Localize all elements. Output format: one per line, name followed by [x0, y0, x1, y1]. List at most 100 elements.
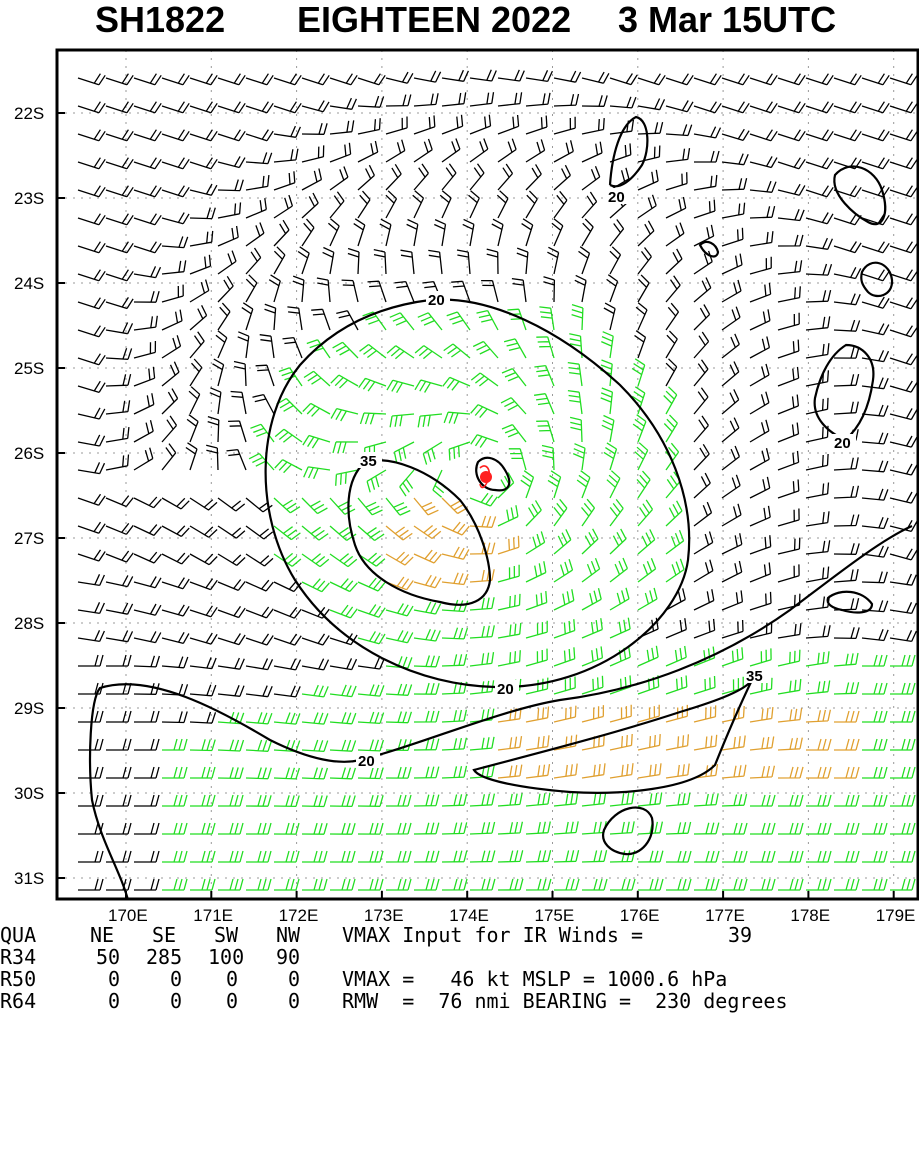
wind-barb: [106, 654, 132, 667]
storm-name: EIGHTEEN 2022: [297, 0, 572, 40]
wind-barb: [134, 878, 160, 891]
wind-barb: [357, 140, 379, 163]
wind-barb: [750, 794, 776, 807]
wind-barb: [469, 793, 496, 807]
wind-barb: [834, 766, 860, 779]
wind-barb: [413, 138, 433, 163]
wind-barb: [301, 497, 328, 515]
wind-barb: [525, 139, 546, 163]
wind-barb: [582, 878, 608, 891]
wind-barb: [274, 459, 303, 474]
wind-barb: [133, 631, 162, 644]
wind-barb: [292, 275, 305, 303]
wind-barb: [581, 218, 594, 247]
wind-barb: [217, 156, 246, 169]
wind-barb: [162, 738, 188, 751]
wind-barb: [106, 822, 132, 835]
wind-barb: [441, 878, 468, 891]
wind-barb: [189, 254, 212, 275]
wind-barb: [805, 212, 834, 225]
wind-barb: [609, 675, 632, 695]
wind-barb: [693, 531, 714, 555]
wind-barb: [245, 525, 274, 540]
wind-barb: [603, 442, 618, 471]
lat-tick-label: 28S: [14, 614, 44, 633]
wind-barb: [357, 739, 385, 752]
wind-barb: [693, 331, 710, 359]
wind-barb: [665, 529, 685, 555]
wind-barb: [301, 218, 315, 247]
wind-barb: [497, 163, 514, 191]
wind-barb: [833, 543, 860, 555]
wind-barb: [190, 822, 216, 835]
wind-barb: [189, 129, 218, 142]
wind-barb: [721, 101, 750, 114]
wind-barb: [721, 333, 740, 359]
wind-barb: [722, 822, 748, 835]
wind-barb: [525, 92, 551, 107]
wind-barb: [632, 414, 647, 443]
wind-barb: [133, 241, 162, 254]
wind-barb: [412, 190, 425, 219]
wind-barb: [889, 297, 918, 310]
wind-barb: [889, 73, 918, 86]
wind-barb: [413, 93, 439, 107]
wind-barb: [581, 646, 604, 667]
contour-label: 35: [746, 668, 763, 685]
wind-barb: [358, 850, 384, 863]
wind-barb: [469, 625, 495, 639]
wind-barb: [501, 368, 527, 387]
wind-barb: [347, 247, 360, 275]
wind-barb: [721, 533, 743, 555]
wind-barb: [749, 282, 772, 303]
wind-barb: [106, 850, 132, 863]
wind-barb: [161, 361, 180, 387]
wind-barb: [834, 738, 860, 751]
wind-barb: [569, 333, 583, 359]
wind-barb: [400, 249, 415, 275]
wind-barb: [133, 655, 161, 668]
wind-barb: [329, 525, 357, 541]
wind-barb: [133, 266, 162, 279]
wind-barb: [721, 647, 744, 667]
wind-barb: [553, 70, 582, 83]
wind-barb: [469, 163, 485, 191]
wind-barb: [329, 553, 358, 568]
wind-barb: [693, 101, 722, 114]
wind-barb: [443, 411, 471, 424]
wind-barb: [778, 822, 804, 835]
wind-barb: [637, 194, 657, 219]
lat-tick-label: 26S: [14, 444, 44, 463]
wind-barb: [693, 415, 709, 443]
wind-barb: [890, 654, 916, 667]
wind-barb: [161, 711, 188, 724]
wind-barb: [367, 280, 387, 303]
wind-barb: [861, 157, 890, 170]
wind-barb: [637, 850, 664, 863]
wind-barb: [252, 393, 275, 415]
wind-barb: [609, 792, 635, 807]
wind-barb: [833, 267, 862, 280]
wind-barb: [301, 684, 329, 698]
wind-barb: [217, 202, 242, 219]
radius-label: R64: [0, 989, 37, 1013]
wind-barb: [273, 658, 302, 671]
lon-tick-label: 175E: [535, 906, 575, 924]
wind-barb: [749, 648, 772, 667]
wind-barb: [190, 794, 216, 807]
wind-barb: [469, 69, 497, 82]
footer-r34-row: R34 50 285 100 90: [0, 946, 919, 968]
wind-barb: [161, 309, 183, 331]
wind-barb: [749, 231, 774, 247]
wind-barb: [889, 548, 918, 561]
wind-barb: [209, 387, 222, 415]
wind-barb: [134, 850, 160, 863]
wind-barb: [217, 767, 244, 780]
wind-barb: [553, 529, 572, 555]
wind-barb: [413, 115, 436, 135]
wind-barb: [861, 488, 889, 501]
wind-barb: [469, 492, 498, 507]
wind-barb: [248, 453, 275, 471]
wind-barb: [329, 658, 358, 671]
wind-barb: [413, 497, 439, 516]
